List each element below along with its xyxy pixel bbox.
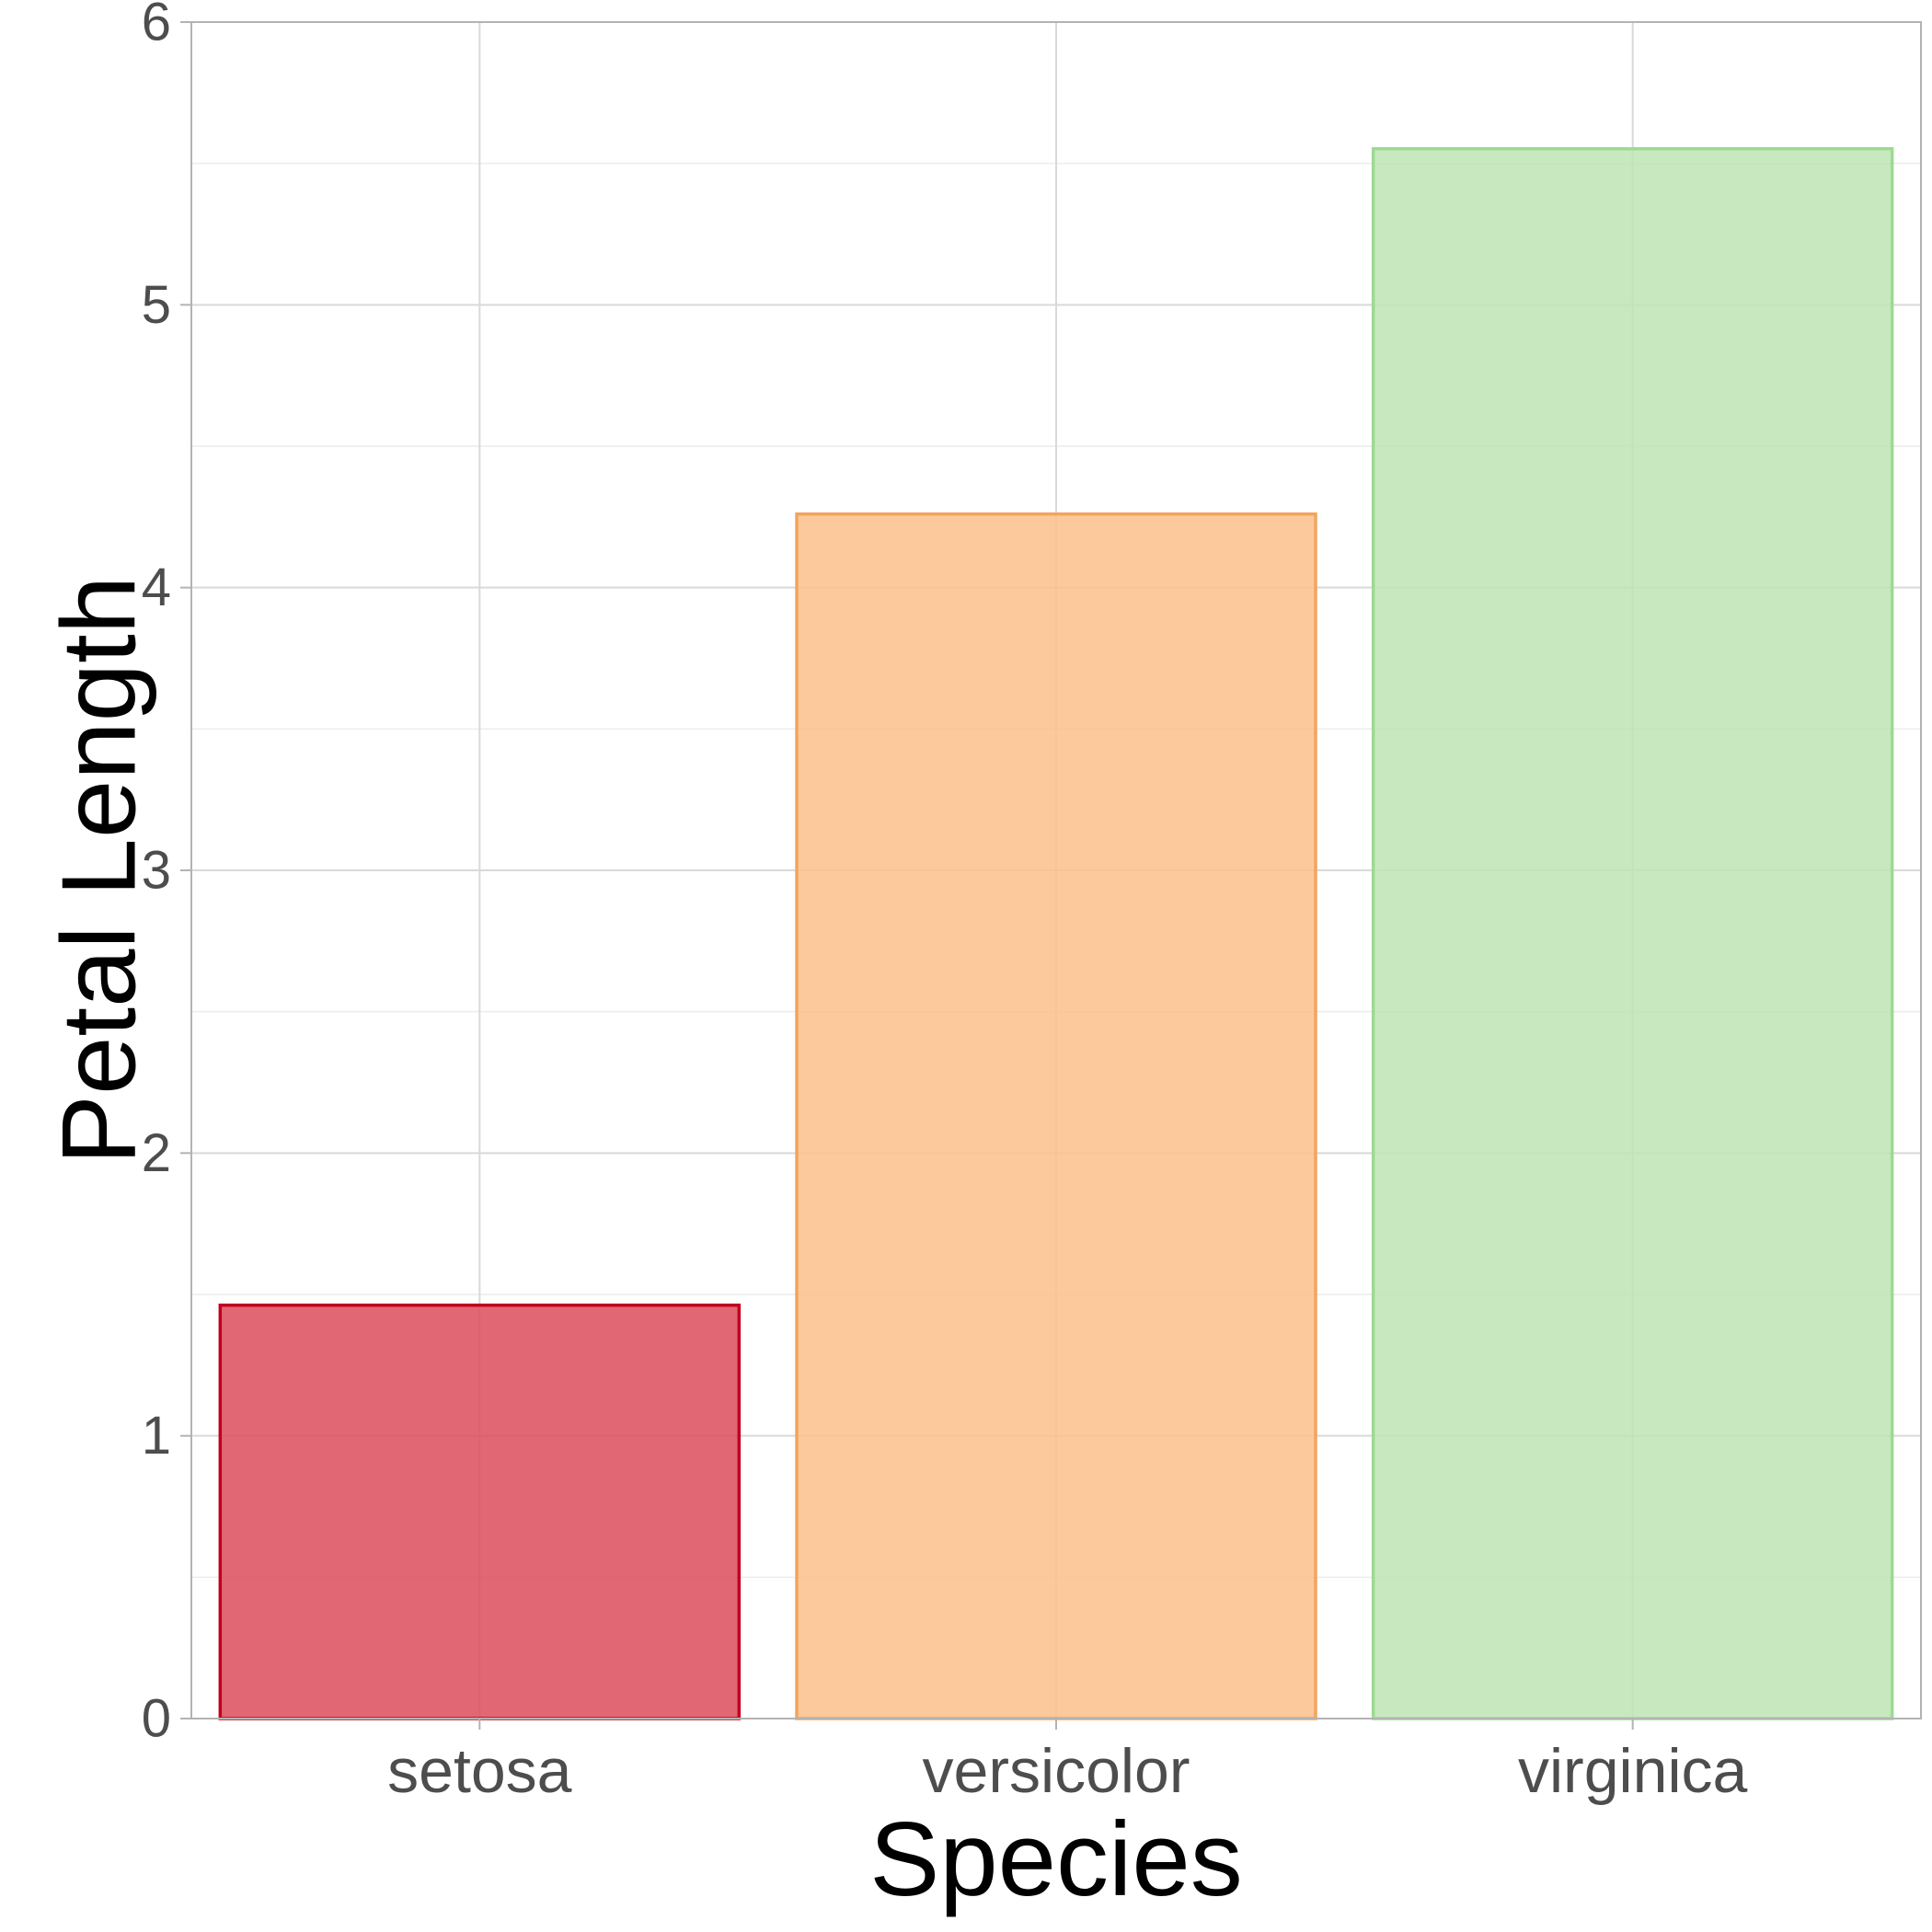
x-axis-title: Species bbox=[869, 1801, 1243, 1918]
bar-versicolor bbox=[795, 512, 1317, 1720]
y-tick-label: 2 bbox=[142, 1123, 171, 1183]
x-tick-label: virginica bbox=[1518, 1736, 1748, 1806]
y-tick-label: 5 bbox=[142, 275, 171, 335]
y-tick-label: 4 bbox=[142, 558, 171, 617]
bars bbox=[218, 146, 1894, 1720]
bar-setosa bbox=[218, 1303, 742, 1720]
bar-virginica bbox=[1371, 146, 1894, 1720]
y-tick-label: 3 bbox=[142, 841, 171, 901]
x-tick-label: setosa bbox=[387, 1736, 572, 1806]
y-tick-label: 0 bbox=[142, 1689, 171, 1749]
y-tick-label: 6 bbox=[142, 0, 171, 52]
y-tick-label: 1 bbox=[142, 1406, 171, 1466]
y-axis-title: Petal Length bbox=[41, 576, 158, 1165]
x-tick-label: versicolor bbox=[923, 1736, 1190, 1806]
axis-ticks: 0 1 2 3 4 5 6 setosa versicolor virginica bbox=[142, 0, 1748, 1806]
